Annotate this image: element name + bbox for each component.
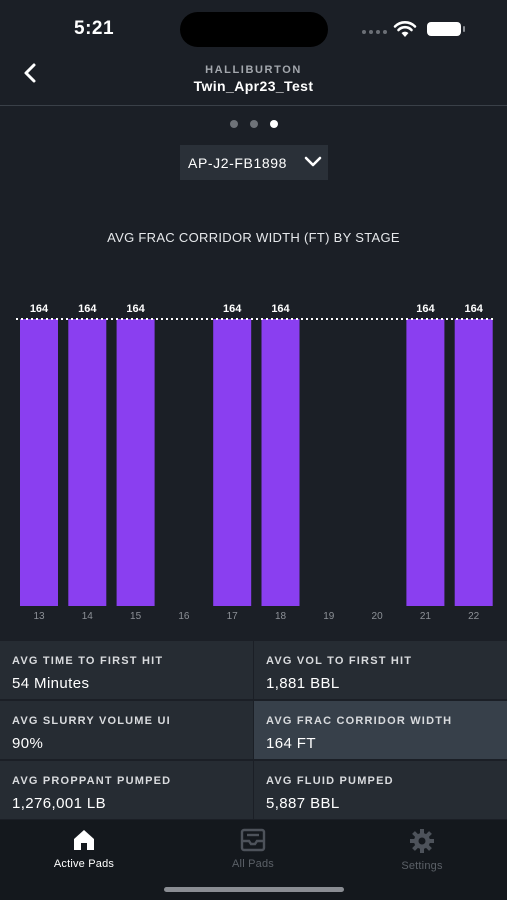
home-icon [74,830,94,850]
chart-data-label: 164 [126,303,145,315]
x-tick-label: 15 [130,611,142,622]
x-tick-label: 19 [323,611,335,622]
page-dot-active[interactable] [269,120,278,128]
stat-label: AVG SLURRY VOLUME UI [12,715,171,727]
chart-data-label: 164 [78,303,97,315]
chart-bar[interactable] [406,319,445,606]
chart-bar[interactable] [68,319,107,606]
stat-label: AVG VOL TO FIRST HIT [266,655,413,667]
status-bar: 5:21 [0,0,507,54]
stat-tile[interactable]: AVG SLURRY VOLUME UI 90% [0,701,253,759]
tab-all-pads[interactable]: All Pads [193,828,313,870]
stat-label: AVG FLUID PUMPED [266,775,394,787]
chart-data-label: 164 [416,303,435,315]
company-name: HALLIBURTON [205,64,302,76]
tab-active-pads[interactable]: Active Pads [24,828,144,870]
stat-tile[interactable]: AVG FLUID PUMPED 5,887 BBL [254,761,507,819]
dynamic-island [180,12,328,47]
chart-bar[interactable] [261,319,300,606]
tab-label: Active Pads [53,858,115,870]
chart-bar[interactable] [116,319,155,606]
chart-title: AVG FRAC CORRIDOR WIDTH (FT) BY STAGE [107,230,400,245]
nav-bar: HALLIBURTON Twin_Apr23_Test [0,54,507,106]
stat-tile[interactable]: AVG TIME TO FIRST HIT 54 Minutes [0,641,253,699]
stat-tile[interactable]: AVG FRAC CORRIDOR WIDTH 164 FT [254,701,507,759]
chart-bar[interactable] [20,319,58,606]
stat-value: 1,276,001 LB [12,795,107,812]
stat-tile[interactable]: AVG PROPPANT PUMPED 1,276,001 LB [0,761,253,819]
tab-bar: Active Pads All Pads Settings [0,820,507,900]
chart-bar[interactable] [454,319,493,606]
stat-tile[interactable]: AVG VOL TO FIRST HIT 1,881 BBL [254,641,507,699]
x-tick-label: 16 [178,611,190,622]
x-tick-label: 22 [468,611,480,622]
stat-value: 5,887 BBL [266,795,340,812]
home-indicator [164,887,344,892]
x-tick-label: 14 [82,611,94,622]
chart-data-label: 164 [30,303,49,315]
inbox-icon [240,828,266,852]
status-time: 5:21 [74,18,115,39]
page-dot[interactable] [249,120,258,128]
stat-value: 90% [12,735,44,752]
chart-data-label: 164 [465,303,484,315]
stat-label: AVG TIME TO FIRST HIT [12,655,164,667]
x-tick-label: 17 [227,611,239,622]
page-title: Twin_Apr23_Test [193,78,314,94]
page-indicator[interactable] [0,120,507,128]
tab-label: All Pads [232,858,274,870]
page-dot[interactable] [229,120,238,128]
well-dropdown[interactable]: AP-J2-FB1898 [180,145,328,180]
x-tick-label: 13 [33,611,45,622]
well-dropdown-value: AP-J2-FB1898 [188,154,288,171]
chart-data-label: 164 [271,303,290,315]
gear-icon [410,829,434,853]
battery-icon [427,22,465,36]
bar-chart: 164 13 164 14 164 15 16 164 17 164 18 19 20 164 21 164 2… [16,303,496,622]
x-tick-label: 20 [372,611,384,622]
stat-label: AVG PROPPANT PUMPED [12,775,172,787]
x-tick-label: 21 [420,611,432,622]
tab-settings[interactable]: Settings [362,828,482,872]
cellular-signal-icon [362,30,387,34]
chart-data-label: 164 [223,303,242,315]
stats-grid: AVG TIME TO FIRST HIT 54 Minutes AVG VOL T… [0,641,507,819]
stat-value: 1,881 BBL [266,675,340,692]
stat-value: 54 Minutes [12,675,90,692]
back-icon[interactable] [18,58,44,88]
tab-label: Settings [401,860,443,872]
stat-label: AVG FRAC CORRIDOR WIDTH [266,715,453,727]
x-tick-label: 18 [275,611,287,622]
chart-bar[interactable] [213,319,252,606]
stat-value: 164 FT [266,735,316,752]
chevron-down-icon [304,156,322,167]
wifi-icon [393,21,417,37]
